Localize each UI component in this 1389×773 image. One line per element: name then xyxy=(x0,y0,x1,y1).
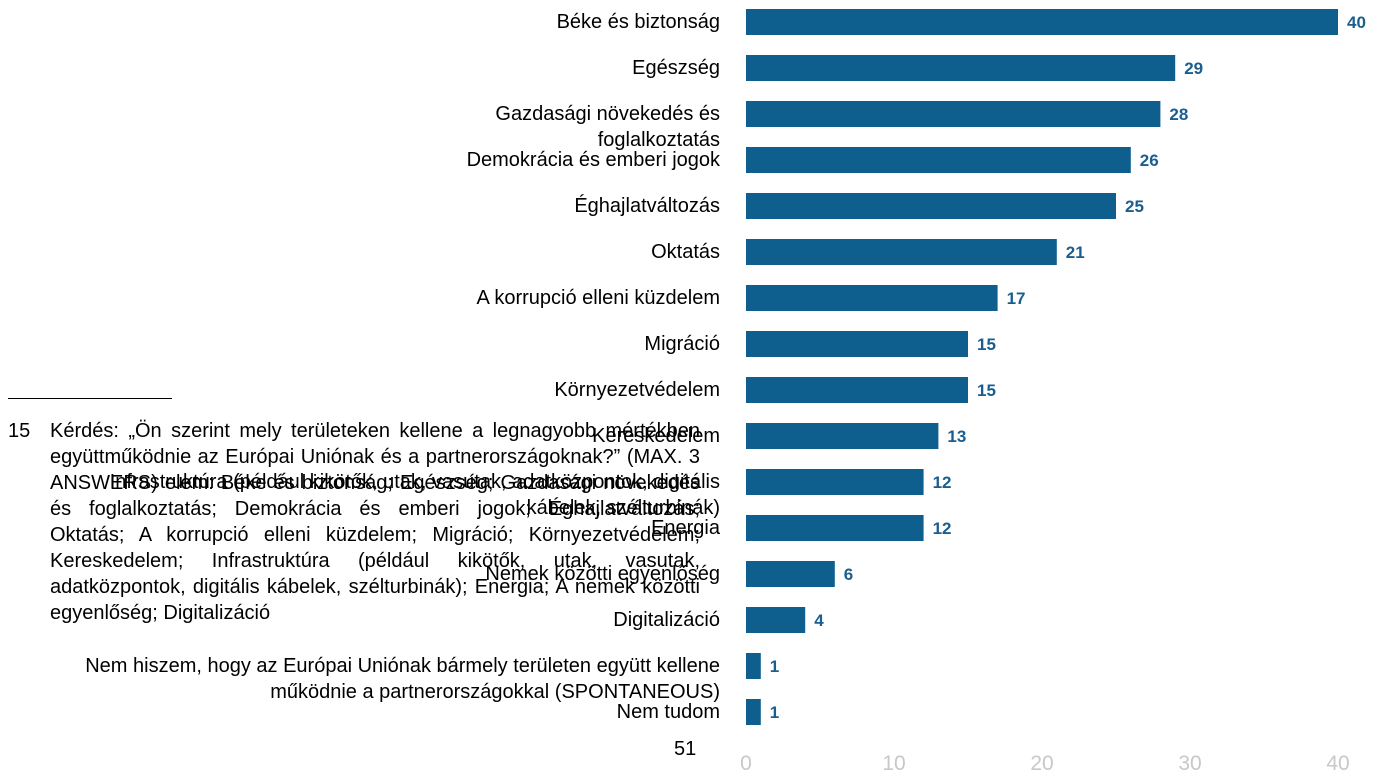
bar xyxy=(746,193,1116,219)
value-label: 29 xyxy=(1184,59,1203,78)
value-label: 4 xyxy=(814,611,824,630)
value-label: 1 xyxy=(770,703,779,722)
bar xyxy=(746,653,761,679)
bar xyxy=(746,147,1131,173)
category-label: Energia xyxy=(651,517,720,539)
value-label: 28 xyxy=(1169,105,1188,124)
value-label: 17 xyxy=(1007,289,1026,308)
value-label: 13 xyxy=(947,427,966,446)
value-label: 21 xyxy=(1066,243,1085,262)
bar xyxy=(746,515,924,541)
bar xyxy=(746,285,998,311)
x-tick-label: 30 xyxy=(1178,752,1201,773)
category-label: Nemek közötti egyenlőség xyxy=(485,563,720,585)
bar xyxy=(746,101,1161,127)
category-label: Nem tudom xyxy=(616,701,720,723)
category-label: Egészség xyxy=(632,57,720,79)
value-label: 40 xyxy=(1347,13,1366,32)
category-label: Nem hiszem, hogy az Európai Uniónak bárm… xyxy=(85,655,720,703)
value-label: 1 xyxy=(770,657,779,676)
value-label: 26 xyxy=(1140,151,1159,170)
category-label: Gazdasági növekedés és foglalkoztatás xyxy=(495,103,720,151)
category-label: A korrupció elleni küzdelem xyxy=(476,287,720,309)
value-label: 15 xyxy=(977,381,996,400)
category-label: Béke és biztonság xyxy=(556,11,720,33)
category-label: Infrastruktúra (például kikötők, utak, v… xyxy=(109,471,720,519)
value-label: 6 xyxy=(844,565,853,584)
category-label: Migráció xyxy=(644,333,720,355)
value-label: 12 xyxy=(933,473,952,492)
bar xyxy=(746,561,835,587)
category-label: Oktatás xyxy=(651,241,720,263)
category-label: Környezetvédelem xyxy=(554,379,720,401)
bar xyxy=(746,331,968,357)
footnote-number: 15 xyxy=(8,420,31,442)
bar xyxy=(746,239,1057,265)
x-tick-label: 0 xyxy=(740,752,752,773)
bar xyxy=(746,469,924,495)
value-label: 12 xyxy=(933,519,952,538)
value-label: 25 xyxy=(1125,197,1144,216)
x-tick-label: 40 xyxy=(1326,752,1349,773)
x-tick-label: 20 xyxy=(1030,752,1053,773)
bar xyxy=(746,699,761,725)
category-label: Kereskedelem xyxy=(592,425,720,447)
value-label: 15 xyxy=(977,335,996,354)
page-number: 51 xyxy=(674,738,697,760)
x-tick-label: 10 xyxy=(882,752,905,773)
category-label: Éghajlatváltozás xyxy=(574,195,720,217)
category-label: Demokrácia és emberi jogok xyxy=(466,149,720,171)
bar xyxy=(746,377,968,403)
bar xyxy=(746,423,939,449)
footnote-rule xyxy=(8,398,172,399)
bar xyxy=(746,9,1338,35)
bar xyxy=(746,55,1176,81)
footnote-text: Kérdés: „Ön szerint mely területeken kel… xyxy=(50,420,700,624)
category-label: Digitalizáció xyxy=(613,609,720,631)
bar xyxy=(746,607,806,633)
